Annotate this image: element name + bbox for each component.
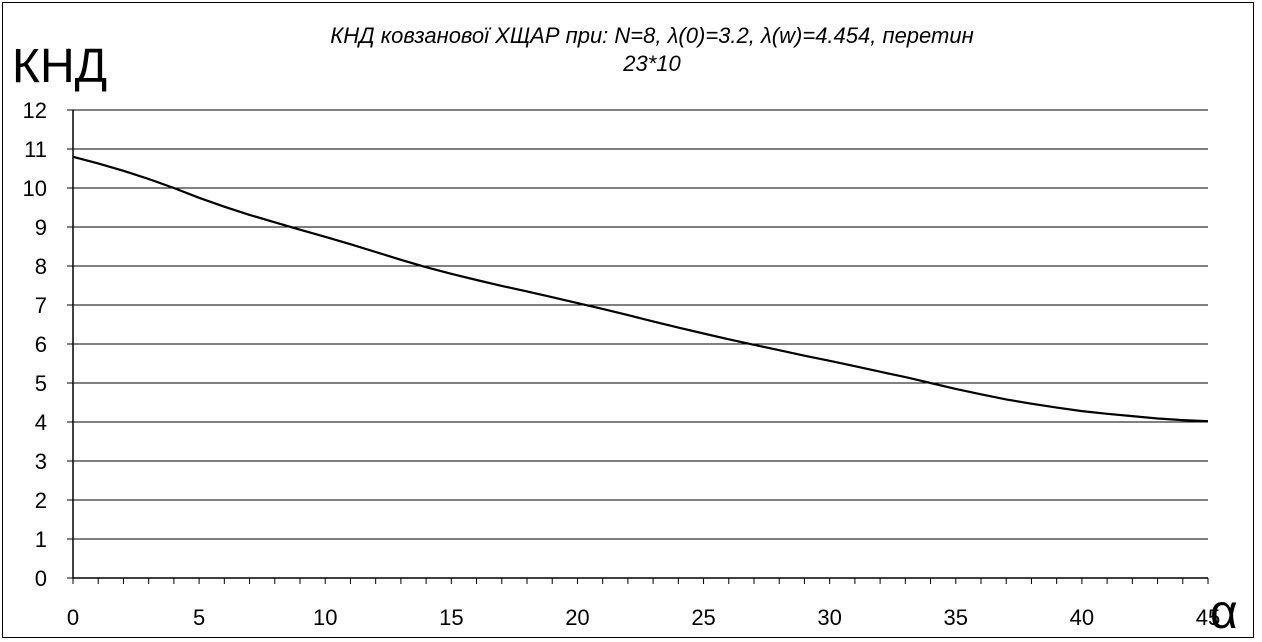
y-tick-label-0: 0 xyxy=(35,566,47,591)
x-tick-label-45: 45 xyxy=(1196,605,1220,630)
y-tick-label-1: 1 xyxy=(35,527,47,552)
y-axis-label: КНД xyxy=(12,40,107,93)
y-tick-label-4: 4 xyxy=(35,410,47,435)
axes xyxy=(67,109,1209,584)
x-tick-label-35: 35 xyxy=(944,605,968,630)
x-tick-label-40: 40 xyxy=(1070,605,1094,630)
x-tick-label-15: 15 xyxy=(439,605,463,630)
x-tick-label-30: 30 xyxy=(817,605,841,630)
y-tick-label-11: 11 xyxy=(24,137,47,162)
y-tick-label-9: 9 xyxy=(35,215,47,240)
x-tick-label-0: 0 xyxy=(67,605,79,630)
x-axis-label: α xyxy=(1210,586,1238,639)
y-tick-label-6: 6 xyxy=(35,332,47,357)
series-line-0 xyxy=(72,155,1209,423)
y-tick-label-3: 3 xyxy=(35,449,47,474)
x-tick-label-5: 5 xyxy=(193,605,205,630)
y-tick-label-12: 12 xyxy=(23,98,47,123)
x-tick-label-25: 25 xyxy=(691,605,715,630)
chart-title-line2: 23*10 xyxy=(622,51,681,76)
chart-title-line1: КНД ковзанової ХЩАР при: N=8, λ(0)=3.2, … xyxy=(330,23,973,48)
x-tick-label-20: 20 xyxy=(565,605,589,630)
series-layer xyxy=(72,155,1209,423)
y-tick-label-2: 2 xyxy=(35,488,47,513)
y-tick-label-8: 8 xyxy=(35,254,47,279)
y-tick-label-5: 5 xyxy=(35,371,47,396)
gridlines xyxy=(73,109,1208,540)
x-tick-label-10: 10 xyxy=(313,605,337,630)
y-tick-label-7: 7 xyxy=(35,293,47,318)
y-tick-label-10: 10 xyxy=(23,176,47,201)
